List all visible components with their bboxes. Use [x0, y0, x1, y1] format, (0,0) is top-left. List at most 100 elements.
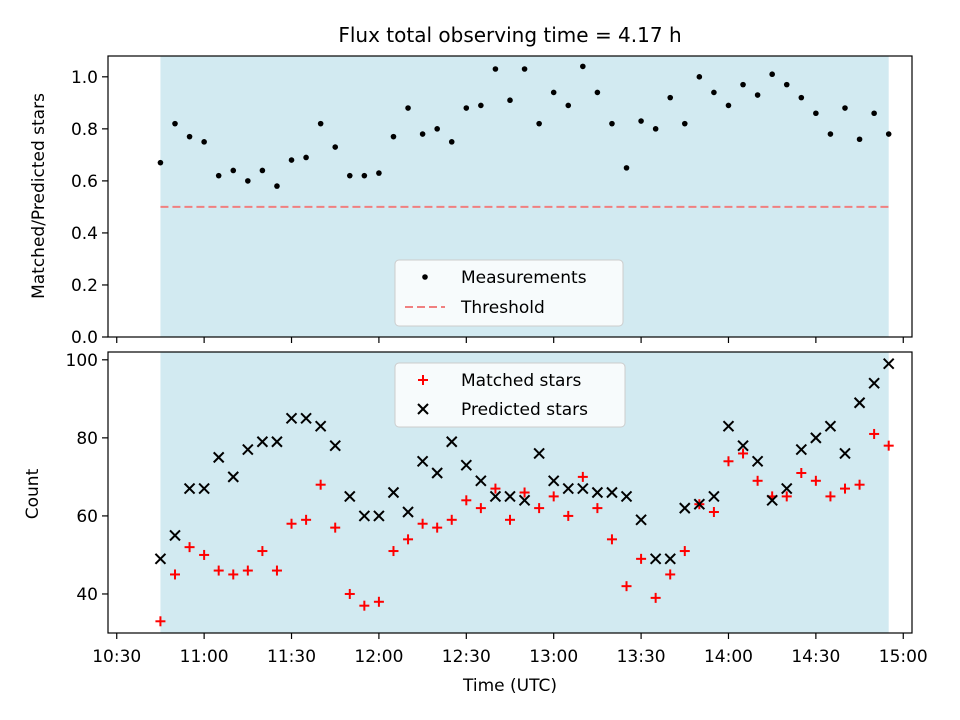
matched-star-point [548, 491, 559, 502]
measurement-point [317, 120, 324, 127]
legend-matched-marker [418, 375, 428, 385]
measurement-point [783, 81, 790, 88]
predicted-star-point [853, 397, 866, 409]
predicted-star-point [446, 436, 458, 448]
measurement-point [798, 94, 805, 101]
matched-star-point [213, 565, 224, 576]
matched-star-point [869, 428, 880, 439]
matched-star-point [752, 475, 763, 486]
predicted-star-point [649, 553, 662, 565]
measurement-point [827, 131, 834, 137]
predicted-star-point [577, 482, 589, 495]
measurement-point [609, 120, 615, 127]
matched-star-point [271, 565, 282, 576]
bottom-legend: Matched stars Predicted stars [394, 362, 626, 428]
measurement-point [565, 102, 572, 109]
predicted-star-point [708, 490, 720, 503]
x-tick-label: 14:00 [704, 647, 753, 667]
matched-star-point [796, 467, 807, 478]
x-tick-label: 13:30 [617, 647, 666, 667]
predicted-star-point [387, 486, 400, 499]
top-y-tick-label: 0.0 [71, 328, 98, 348]
matched-star-point [519, 487, 530, 498]
measurement-point [667, 94, 674, 101]
measurement-point [681, 120, 688, 127]
predicted-star-point [839, 447, 851, 460]
bottom-legend-box [394, 362, 626, 428]
predicted-star-point [824, 420, 837, 432]
measurement-point [521, 66, 528, 72]
matched-star-point [257, 546, 268, 557]
predicted-star-point [679, 502, 691, 514]
x-tick-label: 11:30 [267, 647, 316, 667]
predicted-star-point [154, 553, 167, 565]
predicted-star-point [737, 439, 749, 452]
matched-star-point [242, 565, 253, 576]
predicted-star-point [358, 510, 371, 522]
measurement-point [201, 139, 207, 145]
measurement-point [361, 172, 368, 179]
top-legend: Measurements Threshold [394, 259, 624, 327]
matched-star-point [679, 546, 690, 557]
matched-star-point [301, 514, 312, 525]
predicted-star-point [693, 498, 706, 510]
predicted-star-point [344, 490, 356, 503]
x-axis-label: Time (UTC) [462, 676, 557, 696]
matched-star-point [636, 553, 647, 564]
bottom-axes-frame [107, 351, 913, 634]
measurement-point [856, 136, 863, 143]
measurement-point [696, 74, 703, 80]
measurement-point [419, 131, 426, 137]
predicted-star-point [227, 471, 239, 483]
predicted-star-point [285, 412, 298, 425]
x-tick-label: 15:00 [879, 647, 928, 667]
legend-predicted-label: Predicted stars [461, 400, 588, 420]
matched-star-point [665, 569, 676, 580]
matched-star-point [825, 491, 836, 502]
measurement-point [332, 144, 339, 150]
matched-star-point [417, 518, 428, 529]
matched-star-point [446, 514, 457, 525]
matched-star-point [534, 503, 545, 514]
predicted-star-point [198, 482, 210, 495]
matched-star-point [606, 534, 617, 545]
measurement-point [740, 81, 746, 88]
top-y-axis-label: Matched/Predicted stars [29, 93, 49, 299]
predicted-star-point [751, 455, 764, 467]
matched-star-point [330, 522, 341, 533]
x-tick-label: 12:00 [354, 647, 403, 667]
matched-star-point [170, 569, 180, 580]
chart-title: Flux total observing time = 4.17 h [338, 23, 681, 47]
matched-star-point [388, 546, 399, 557]
measurement-point [754, 92, 761, 98]
x-tick-label: 12:30 [442, 647, 491, 667]
measurement-point [842, 105, 848, 111]
predicted-star-point [722, 420, 735, 432]
measurement-point [652, 126, 659, 132]
predicted-star-point [183, 482, 196, 495]
matched-star-point [810, 475, 821, 486]
predicted-star-point [212, 451, 225, 464]
predicted-star-point [475, 475, 487, 487]
matched-star-point [461, 495, 472, 506]
measurement-point [550, 89, 557, 96]
measurement-point [871, 110, 877, 117]
bottom-y-axis-label: Count [23, 468, 43, 519]
measurement-point [623, 165, 630, 171]
predicted-star-point [547, 475, 560, 487]
measurement-point [448, 139, 455, 145]
matched-star-point [432, 522, 443, 533]
matched-star-point [563, 510, 574, 521]
matched-star-point [738, 448, 749, 459]
measurement-point [346, 172, 353, 179]
predicted-star-point [882, 358, 895, 370]
bottom-y-tick-label: 80 [76, 429, 98, 449]
matched-star-point [490, 483, 501, 494]
matched-star-point [359, 600, 370, 611]
measurement-point [769, 71, 775, 78]
predicted-star-point [533, 447, 545, 460]
top-y-tick-label: 0.2 [71, 276, 98, 296]
top-y-tick-label: 0.4 [71, 224, 98, 244]
measurement-point [507, 97, 513, 104]
